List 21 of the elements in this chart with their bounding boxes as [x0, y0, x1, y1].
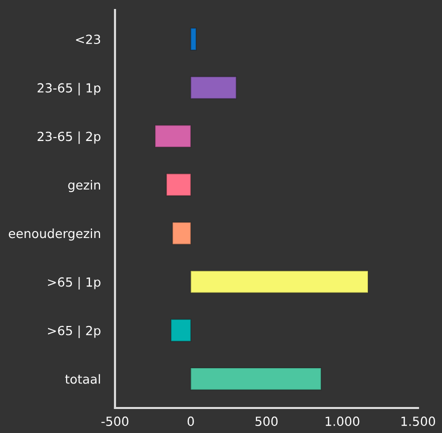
- x-tick-label: 1.500: [401, 416, 436, 426]
- y-tick-label: eenoudergezin: [8, 228, 100, 241]
- bar: [170, 318, 192, 342]
- y-tick-label: 23-65 | 2p: [38, 131, 100, 144]
- x-tick-label: 0: [188, 416, 194, 426]
- bar: [190, 28, 197, 51]
- bar: [154, 124, 192, 148]
- bar: [190, 367, 322, 390]
- y-tick-label: >65 | 2p: [48, 326, 100, 338]
- y-tick-label: <23: [76, 34, 100, 44]
- bar: [172, 222, 192, 245]
- bar: [166, 173, 192, 196]
- y-tick-label: totaal: [65, 374, 100, 384]
- y-tick-label: >65 | 1p: [48, 277, 100, 290]
- bar: [190, 270, 369, 294]
- y-tick-label: gezin: [68, 180, 100, 192]
- x-tick-label: 500: [256, 416, 278, 426]
- y-tick-label: 23-65 | 1p: [38, 82, 100, 96]
- x-tick-label: 1.000: [326, 416, 360, 426]
- x-tick-label: -500: [101, 416, 128, 426]
- bar: [190, 76, 237, 100]
